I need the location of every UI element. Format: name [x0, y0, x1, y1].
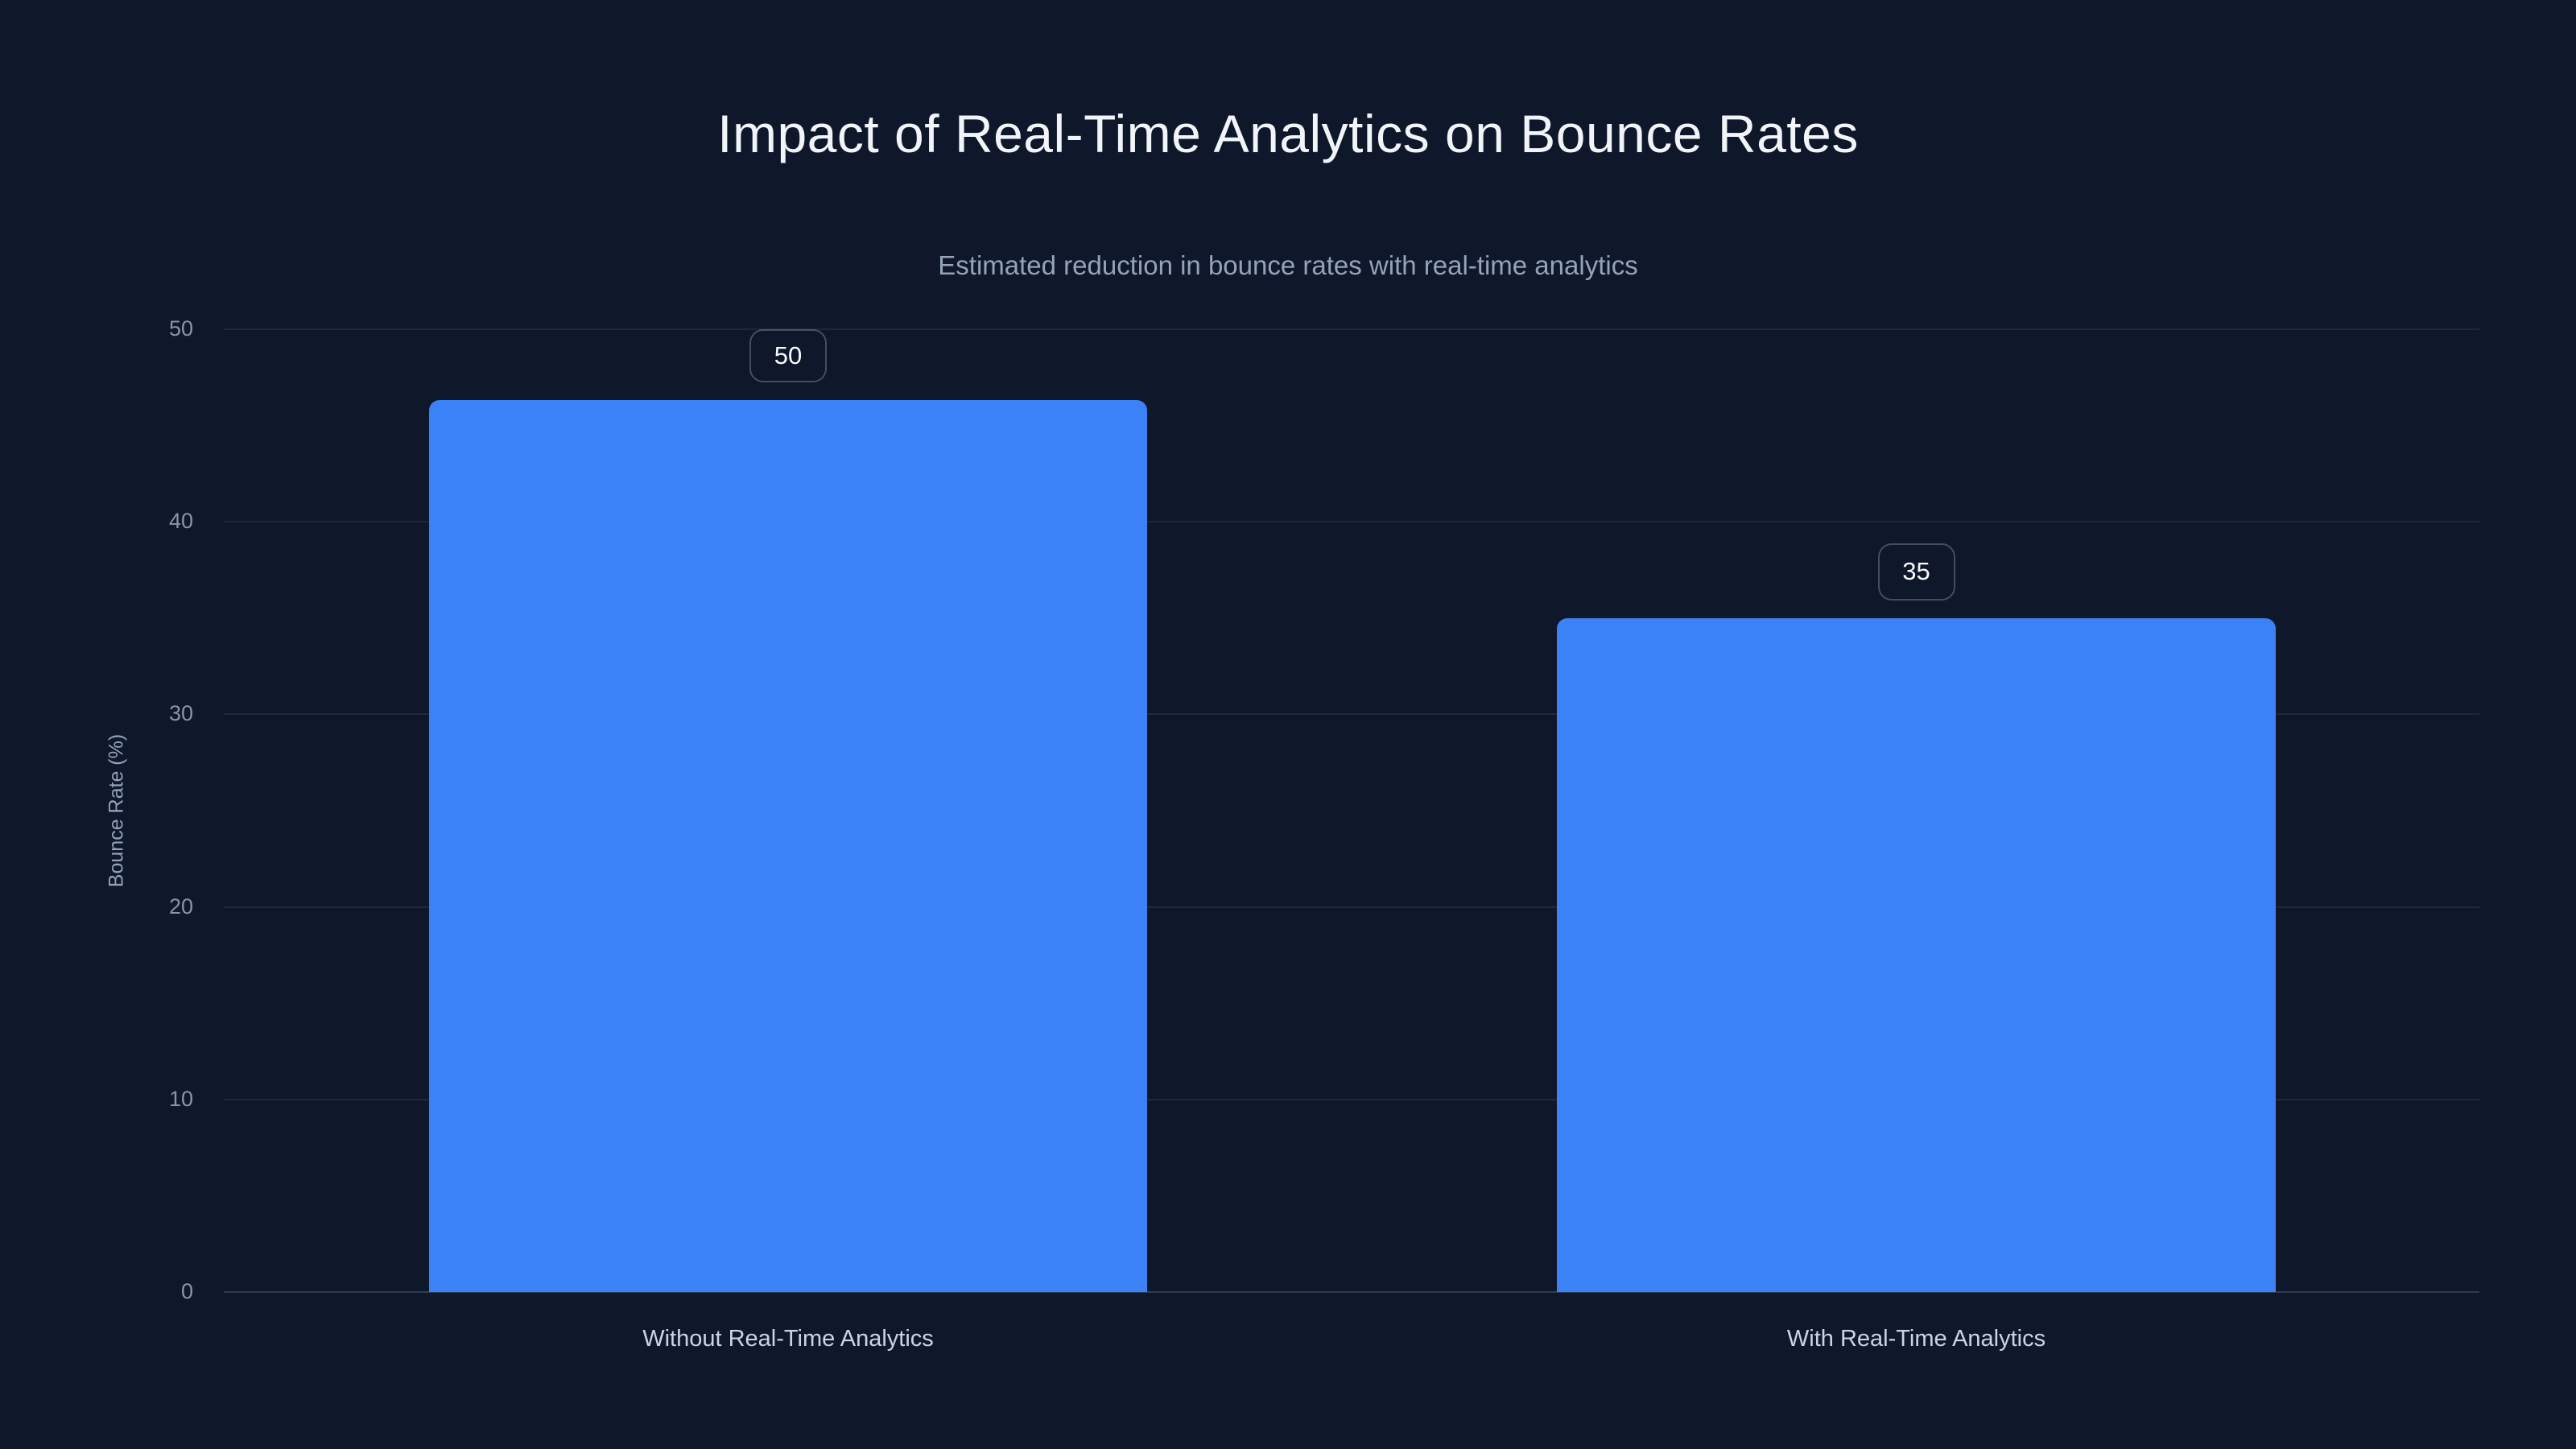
gridline: [224, 328, 2479, 330]
y-axis-title: Bounce Rate (%): [105, 733, 128, 888]
y-tick-label: 0: [180, 1279, 193, 1303]
value-badge: 50: [749, 329, 827, 383]
chart-subtitle: Estimated reduction in bounce rates with…: [938, 250, 1638, 280]
value-badge-label: 50: [774, 341, 803, 370]
category-label: Without Real-Time Analytics: [642, 1326, 934, 1352]
bar-group-with-analytics: 35 With Real-Time Analytics: [1557, 329, 2276, 1352]
value-badge-label: 35: [1902, 557, 1930, 586]
bar-group-without-analytics: 50 Without Real-Time Analytics: [429, 329, 1147, 1352]
y-tick-label: 10: [168, 1086, 193, 1111]
y-tick-label: 40: [168, 509, 193, 534]
chart-title: Impact of Real-Time Analytics on Bounce …: [717, 104, 1859, 163]
category-label: With Real-Time Analytics: [1786, 1326, 2046, 1352]
gridline: [224, 521, 2479, 523]
y-tick-label: 20: [168, 894, 193, 919]
x-axis-baseline: [224, 1291, 2479, 1293]
gridline: [224, 713, 2479, 716]
gridline: [224, 906, 2479, 908]
y-tick-label: 30: [168, 701, 193, 726]
value-badge: 35: [1877, 543, 1955, 601]
bar-with-analytics: [1557, 617, 2276, 1292]
y-tick-label: 50: [168, 316, 193, 341]
bar-without-analytics: [429, 400, 1147, 1292]
gridline: [224, 1098, 2479, 1100]
plot-area: 50 40 30 20 10 0 50 Without Real: [169, 316, 2479, 1352]
